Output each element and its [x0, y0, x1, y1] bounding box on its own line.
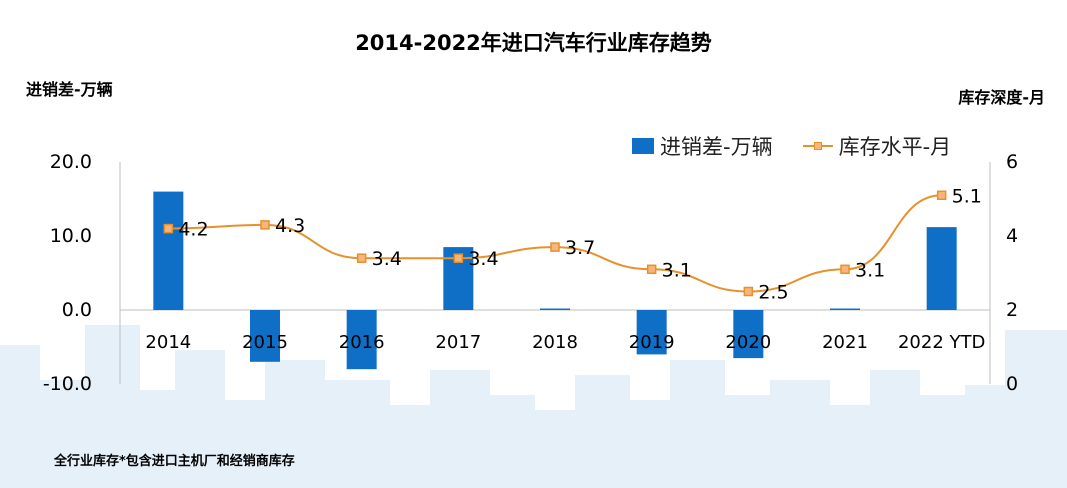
left-tick-label: -10.0 [43, 373, 92, 395]
line-marker [550, 242, 560, 252]
left-tick-label: 0.0 [62, 299, 92, 321]
bar [926, 227, 957, 310]
line-data-label: 5.1 [952, 185, 982, 207]
right-axis-title: 库存深度-月 [958, 88, 1045, 107]
category-label: 2018 [532, 332, 578, 353]
chart-title: 2014-2022年进口汽车行业库存趋势 [355, 31, 712, 55]
legend-line-label: 库存水平-月 [838, 135, 952, 159]
skyline-building [870, 370, 920, 488]
category-label: 2019 [629, 332, 675, 353]
line-marker [936, 190, 947, 201]
line-data-label: 3.4 [372, 248, 402, 270]
right-tick-label: 2 [1006, 299, 1018, 321]
line-marker [163, 223, 174, 234]
skyline-building [965, 385, 1005, 488]
line-data-label: 3.7 [565, 237, 595, 259]
line-marker [453, 253, 464, 263]
bar [346, 310, 377, 370]
skyline-building [175, 350, 225, 488]
bar [830, 308, 860, 310]
skyline-building [0, 345, 40, 488]
line-data-label: 3.1 [662, 259, 692, 281]
category-label: 2014 [145, 332, 191, 353]
line-data-label: 4.2 [178, 219, 208, 241]
skyline-building [575, 375, 630, 488]
skyline-building [390, 405, 430, 488]
line-marker [260, 220, 270, 230]
bar [153, 191, 184, 310]
skyline-building [830, 405, 870, 488]
category-label: 2021 [822, 332, 868, 353]
skyline-building [490, 395, 535, 488]
footnote: 全行业库存*包含进口主机厂和经销商库存 [54, 454, 295, 469]
right-tick-label: 4 [1006, 225, 1018, 247]
category-label: 2016 [339, 332, 385, 353]
skyline-building [325, 380, 390, 488]
right-tick-label: 0 [1006, 373, 1018, 395]
bar [250, 310, 280, 362]
skyline-building [85, 325, 140, 488]
left-axis-title: 进销差-万辆 [26, 80, 113, 99]
skyline-building [670, 360, 725, 488]
line-data-label: 2.5 [758, 282, 788, 304]
line-marker [356, 253, 367, 263]
legend-line-swatch [802, 138, 833, 154]
line-marker [646, 264, 657, 275]
skyline-building [430, 370, 490, 488]
skyline-building [265, 360, 325, 488]
category-label: 2020 [725, 332, 771, 353]
skyline-building [920, 395, 965, 488]
legend-bar-label: 进销差-万辆 [660, 135, 773, 159]
line-marker [840, 264, 850, 275]
skyline-building [140, 390, 175, 488]
line-series-path [168, 194, 942, 293]
bar [733, 310, 764, 359]
skyline-building [535, 410, 575, 488]
bar [540, 308, 570, 310]
skyline-building [630, 400, 670, 488]
legend-bar-swatch [632, 138, 654, 154]
skyline-building [1005, 330, 1067, 488]
skyline-building [725, 395, 770, 488]
category-label: 2022 YTD [898, 332, 985, 353]
left-tick-label: 20.0 [50, 151, 92, 173]
line-marker [743, 286, 754, 297]
right-tick-label: 6 [1006, 151, 1018, 173]
legend-item-bar: 进销差-万辆 [632, 131, 773, 161]
skyline-building [770, 380, 830, 488]
category-label: 2017 [435, 332, 481, 353]
legend-item-line: 库存水平-月 [802, 131, 952, 161]
skyline-building [40, 380, 85, 488]
line-data-label: 4.3 [275, 215, 305, 237]
line-data-label: 3.4 [468, 248, 498, 270]
line-data-label: 3.1 [855, 259, 885, 281]
skyline-building [225, 400, 265, 488]
category-label: 2015 [242, 332, 288, 353]
left-tick-label: 10.0 [50, 225, 92, 247]
legend: 进销差-万辆 库存水平-月 [632, 131, 981, 161]
bar [636, 310, 667, 355]
